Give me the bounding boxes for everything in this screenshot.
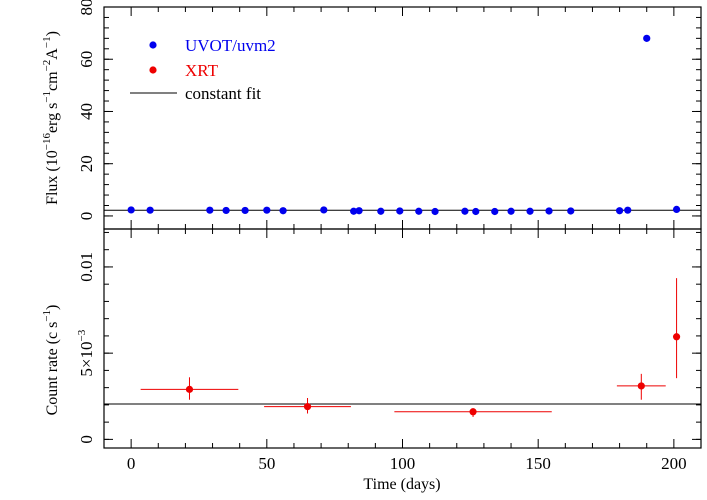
uvot-data-point xyxy=(377,207,385,215)
bottom-panel-ticks xyxy=(104,229,701,448)
xrt-data-point xyxy=(672,333,681,341)
top-y-tick-label: 40 xyxy=(77,103,96,120)
uvot-data-point xyxy=(279,207,287,215)
uvot-data-point xyxy=(545,207,553,215)
x-tick-label: 200 xyxy=(661,454,687,473)
x-tick-label: 0 xyxy=(127,454,136,473)
uvot-data-point xyxy=(624,206,632,214)
uvot-data-point xyxy=(643,34,651,42)
uvot-data-point xyxy=(355,207,363,215)
uvot-data-point xyxy=(350,207,358,215)
uvot-data-point xyxy=(263,206,271,214)
uvot-data-point xyxy=(672,205,681,214)
top-uvot-points xyxy=(127,34,681,216)
uvot-data-point xyxy=(127,206,135,214)
top-y-tick-label: 60 xyxy=(77,51,96,68)
uvot-data-point xyxy=(491,207,499,216)
bottom-panel-count-rate: 0 5×10−3 0.01 0 50 100 150 200 Count rate (c s… xyxy=(41,228,702,493)
xrt-data-point xyxy=(303,403,312,411)
uvot-data-point xyxy=(241,206,249,215)
uvot-data-point xyxy=(415,207,423,215)
uvot-data-point xyxy=(567,207,575,215)
xrt-data-point xyxy=(637,382,645,390)
xrt-data-point xyxy=(185,385,194,393)
top-y-tick-label: 80 xyxy=(77,0,96,16)
uvot-data-point xyxy=(507,207,515,215)
legend-marker xyxy=(149,41,157,49)
x-tick-labels: 0 50 100 150 200 xyxy=(127,454,687,473)
x-tick-label: 100 xyxy=(390,454,416,473)
bottom-xrt-points xyxy=(140,278,681,417)
uvot-data-point xyxy=(526,207,534,215)
bottom-y-tick-label: 5×10−3 xyxy=(76,329,96,376)
legend-marker xyxy=(149,66,157,74)
uvot-data-point xyxy=(431,207,439,216)
top-y-tick-label: 20 xyxy=(77,155,96,172)
uvot-data-point xyxy=(222,206,230,215)
bottom-y-tick-labels: 0 5×10−3 0.01 xyxy=(76,252,96,444)
bottom-y-tick-label: 0.01 xyxy=(77,252,96,282)
uvot-data-point xyxy=(396,207,404,215)
top-panel-ticks xyxy=(104,6,701,229)
legend-label: constant fit xyxy=(185,84,261,103)
uvot-data-point xyxy=(615,207,624,215)
top-panel-flux: 0 20 40 60 80 UVOT/uvm2 XRT constant fit Flux … xyxy=(41,0,702,230)
uvot-data-point xyxy=(320,206,328,214)
x-axis-label: Time (days) xyxy=(363,476,440,493)
top-y-tick-labels: 0 20 40 60 80 xyxy=(77,0,96,220)
legend: UVOT/uvm2 XRT constant fit xyxy=(130,36,276,103)
legend-label: UVOT/uvm2 xyxy=(185,36,276,55)
top-y-axis-label: Flux (10−16erg s−1cm−2A−1) xyxy=(41,31,61,205)
xrt-data-point xyxy=(469,408,477,416)
legend-label: XRT xyxy=(185,61,219,80)
uvot-data-point xyxy=(461,207,469,215)
x-tick-label: 150 xyxy=(525,454,551,473)
uvot-data-point xyxy=(146,206,154,214)
bottom-y-axis-label: Count rate (c s−1) xyxy=(41,305,61,416)
uvot-data-point xyxy=(472,207,480,216)
x-tick-label: 50 xyxy=(258,454,275,473)
bottom-panel-frame xyxy=(103,228,702,449)
bottom-y-tick-label: 0 xyxy=(77,435,96,444)
uvot-data-point xyxy=(206,206,214,214)
top-y-tick-label: 0 xyxy=(77,212,96,221)
